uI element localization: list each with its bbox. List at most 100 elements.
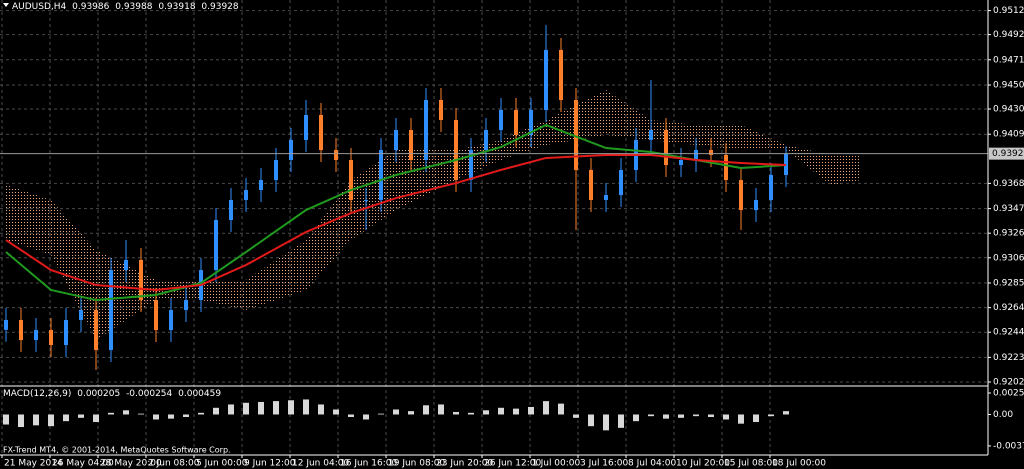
candle-body [589,169,593,200]
candle-body [574,100,578,170]
candle-body [619,169,623,196]
macd-bar [393,409,399,415]
macd-bar [423,405,429,415]
macd-bar [153,414,159,420]
candle-body [169,310,173,331]
candle-body [154,300,158,331]
candle-body [559,49,563,100]
candle-body [409,130,413,160]
macd-bar [483,410,489,415]
macd-bar [108,412,114,415]
macd-bar [3,414,9,425]
x-tick-label: 23 Jun 20:00 [436,459,493,469]
last-price-label: 0.93928 [992,149,1024,159]
macd-bar [48,414,54,427]
macd-bar [183,414,189,417]
candle-body [469,150,473,181]
macd-bar [513,408,519,415]
candle-body [319,115,323,151]
moving-average [5,153,787,291]
candle-body [124,259,128,271]
candle-body [229,199,233,220]
candle-body [664,130,668,166]
macd-bar [708,414,714,417]
candle-body [439,100,443,121]
macd-bar [573,414,579,418]
moving-average [5,123,787,302]
candle-body [724,154,728,181]
candle-body [349,160,353,200]
candle-body [139,259,143,301]
candle-body [679,160,683,166]
plot-layer [0,25,988,431]
x-tick-label: 26 May 04:00 [52,459,114,469]
candle-body [4,319,8,330]
macd-hist: 0.000459 [178,389,221,399]
macd-label: MACD(12,26,9) [3,389,71,399]
x-tick-label: 26 Jun 12:00 [484,459,541,469]
candle-body [649,130,653,140]
macd-bar [498,407,504,415]
macd-bar [273,401,279,415]
macd-bar [18,414,24,428]
macd-bar [588,414,594,427]
x-tick-label: 12 Jun 04:00 [292,459,349,469]
macd-bar [93,414,99,423]
macd-bar [543,401,549,415]
macd-bar [723,414,729,420]
y-tick-label: 0.93265 [993,229,1024,239]
macd-bar [78,414,84,418]
high-readout: 0.93988 [115,2,152,12]
candle-body [754,199,758,211]
macd-bar [678,414,684,418]
candle-body [274,160,278,181]
candle-body [244,190,248,200]
last-price-box [989,147,1024,160]
macd-bar [168,414,174,419]
y-tick-label: 0.92025 [993,378,1024,388]
macd-bar [453,411,459,415]
macd-bar [243,402,249,415]
macd-bar [333,409,339,415]
macd-header: MACD(12,26,9) 0.000205 -0.000254 0.00045… [3,389,221,399]
candle-body [529,109,533,136]
x-tick-label: 10 Jul 20:00 [676,459,730,469]
symbol-menu-icon[interactable] [3,3,9,7]
candle-body [514,109,518,136]
candle-body [484,130,488,151]
macd-bar [213,407,219,415]
ichimoku-cloud [6,90,861,340]
macd-y-tick-label: -0.003765 [993,441,1024,451]
macd-bar [603,414,609,431]
candle-body [334,150,338,160]
x-tick-label: 1 Jul 00:00 [532,459,581,469]
macd-bar [63,414,69,422]
candle-body [289,139,293,160]
macd-bar [648,414,654,417]
candle-body [19,319,23,340]
candle-body [109,270,113,350]
x-tick-label: 3 Jul 16:00 [580,459,629,469]
macd-bar [363,414,369,420]
macd-bar [348,414,354,417]
candle-body [34,330,38,340]
x-tick-label: 18 Jul 00:00 [772,459,826,469]
candle-body [259,180,263,190]
candle-body [64,319,68,346]
macd-bar [288,400,294,415]
x-tick-label: 19 Jun 08:00 [388,459,445,469]
macd-bar [768,414,774,417]
macd-signal: -0.000254 [126,389,172,399]
x-tick-label: 15 Jul 08:00 [724,459,778,469]
candle-body [364,199,368,201]
x-tick-label: 21 May 2014 [4,459,63,469]
macd-bar [558,403,564,415]
